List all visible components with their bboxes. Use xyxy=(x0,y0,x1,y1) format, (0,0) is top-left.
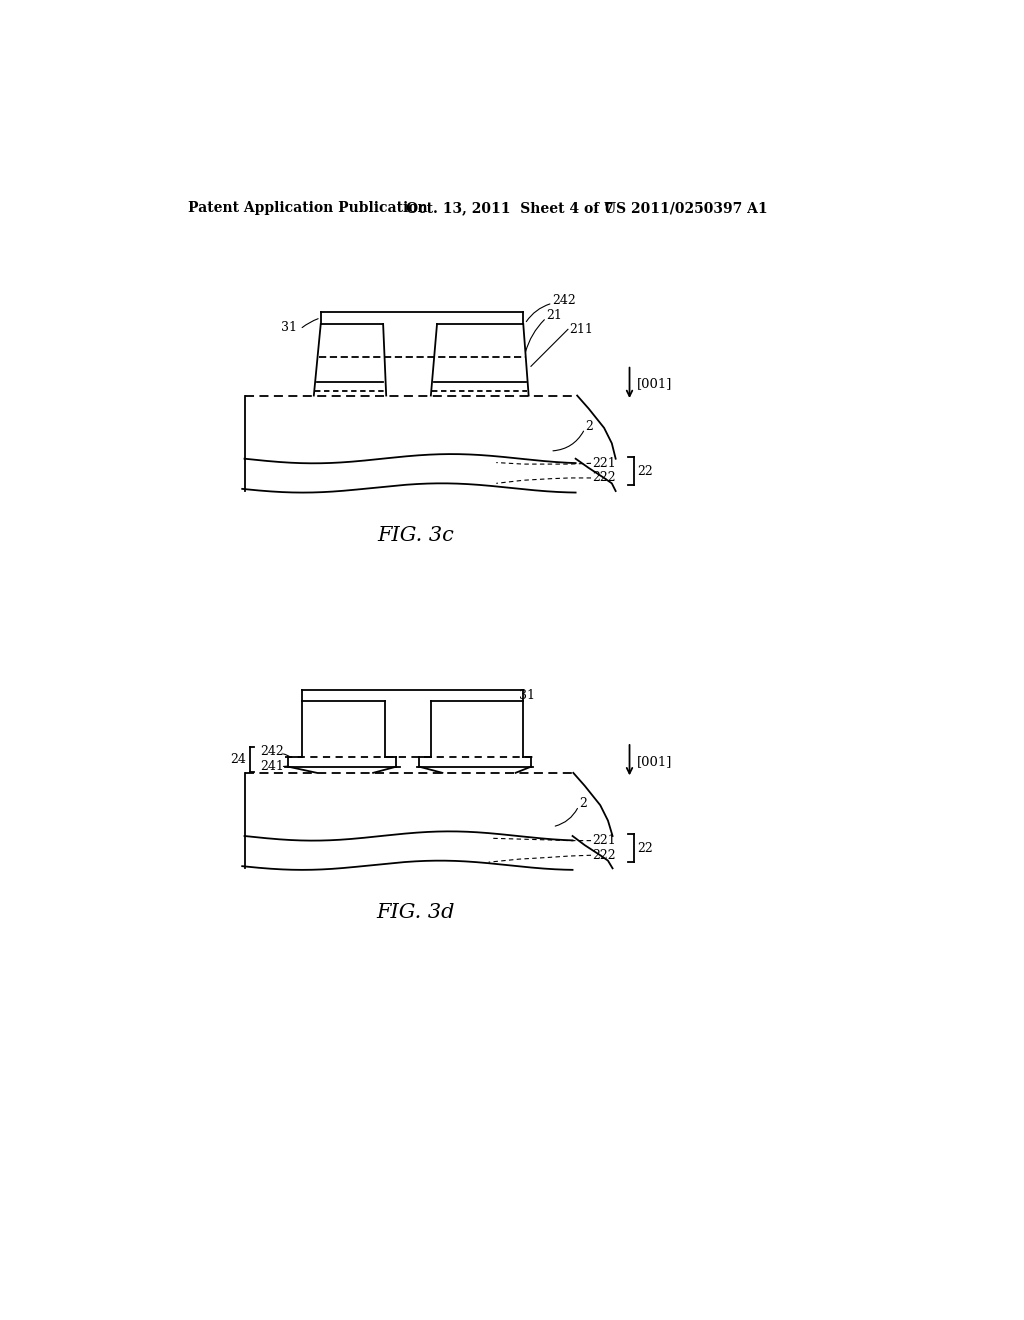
Text: [001]: [001] xyxy=(637,378,673,391)
Text: 242: 242 xyxy=(553,294,577,308)
Text: 2: 2 xyxy=(585,420,593,433)
Text: 241: 241 xyxy=(260,760,284,774)
Text: 22: 22 xyxy=(637,842,653,855)
Text: 222: 222 xyxy=(593,471,616,484)
Text: Patent Application Publication: Patent Application Publication xyxy=(188,202,428,215)
Text: 31: 31 xyxy=(519,689,536,702)
Text: 221: 221 xyxy=(593,457,616,470)
Text: US 2011/0250397 A1: US 2011/0250397 A1 xyxy=(604,202,768,215)
Text: 211: 211 xyxy=(568,323,593,335)
Text: 221: 221 xyxy=(593,834,616,847)
Text: 22: 22 xyxy=(637,465,653,478)
Text: 21: 21 xyxy=(547,309,562,322)
Text: FIG. 3c: FIG. 3c xyxy=(377,527,454,545)
Text: FIG. 3d: FIG. 3d xyxy=(376,903,455,923)
Text: 242: 242 xyxy=(260,744,284,758)
Text: 24: 24 xyxy=(230,754,246,767)
Text: 222: 222 xyxy=(593,849,616,862)
Text: Oct. 13, 2011  Sheet 4 of 7: Oct. 13, 2011 Sheet 4 of 7 xyxy=(407,202,614,215)
Text: 31: 31 xyxy=(281,321,297,334)
Text: [001]: [001] xyxy=(637,755,673,768)
Text: 2: 2 xyxy=(579,797,587,810)
